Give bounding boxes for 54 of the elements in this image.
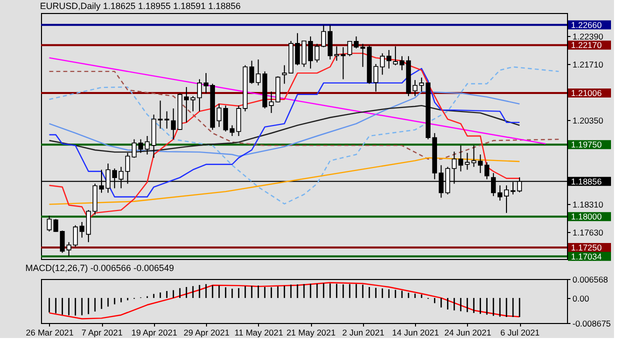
ref-line-label: 1.22170	[571, 40, 602, 50]
ref-line-label: 1.22660	[571, 20, 602, 30]
x-tick-label: 7 Apr 2021	[81, 328, 123, 338]
line-series	[48, 282, 520, 320]
y-tick-label: 0.006568	[572, 274, 608, 284]
candlestick	[46, 215, 52, 232]
candlestick	[347, 40, 352, 57]
candlestick	[144, 136, 150, 156]
x-tick-label: 6 Jul 2021	[500, 328, 540, 338]
y-tick-label: 1.21710	[572, 60, 604, 70]
candlestick	[354, 36, 359, 49]
candlestick	[256, 58, 261, 86]
x-tick-label: 14 Jun 2021	[392, 328, 440, 338]
ref-line-label: 1.18000	[571, 212, 602, 222]
candlestick	[236, 105, 242, 136]
y-tick-label: -0.008675	[572, 318, 612, 328]
candlestick	[60, 230, 65, 254]
ref-line-label: 1.17250	[571, 242, 602, 252]
y-tick-label: 0.00	[572, 293, 590, 304]
candlestick	[138, 138, 144, 154]
chart-title: MACD(12,26,7) -0.006566 -0.006549	[25, 263, 174, 273]
candlestick	[164, 110, 170, 130]
candlestick	[464, 152, 470, 170]
y-tick-label: 1.17630	[572, 227, 604, 238]
y-tick-label: 1.20350	[572, 115, 604, 126]
line-series	[48, 70, 560, 160]
x-tick-label: 21 May 2021	[286, 328, 336, 338]
ref-line-label: 1.18856	[571, 176, 602, 186]
candlestick	[268, 91, 274, 114]
ref-line-label: 1.21006	[571, 88, 602, 98]
chart-title: EURUSD,Daily 1.18625 1.18955 1.18591 1.18856	[40, 1, 241, 11]
x-tick-label: 24 Jun 2021	[444, 328, 492, 338]
ref-line-label: 1.17034	[571, 251, 602, 262]
candlestick	[340, 46, 346, 80]
x-tick-label: 29 Apr 2021	[184, 328, 230, 338]
candlestick	[53, 218, 58, 232]
x-tick-label: 2 Jun 2021	[342, 328, 385, 338]
x-tick-label: 26 Mar 2021	[26, 328, 74, 338]
candlestick	[458, 144, 464, 172]
x-tick-label: 11 May 2021	[234, 328, 284, 338]
candlestick	[249, 60, 254, 84]
line-series	[48, 52, 520, 220]
line-series	[48, 157, 520, 205]
candlestick	[334, 46, 340, 62]
candlestick	[373, 64, 378, 92]
candlestick	[158, 100, 163, 130]
candlestick	[230, 124, 235, 136]
y-tick-label: 1.18310	[572, 199, 604, 210]
y-tick-label: 1.22390	[572, 32, 604, 42]
line-series	[48, 90, 520, 157]
ref-line-label: 1.19750	[571, 140, 602, 150]
x-tick-label: 19 Apr 2021	[131, 328, 178, 338]
candlestick	[360, 43, 366, 68]
candlestick	[132, 138, 137, 158]
